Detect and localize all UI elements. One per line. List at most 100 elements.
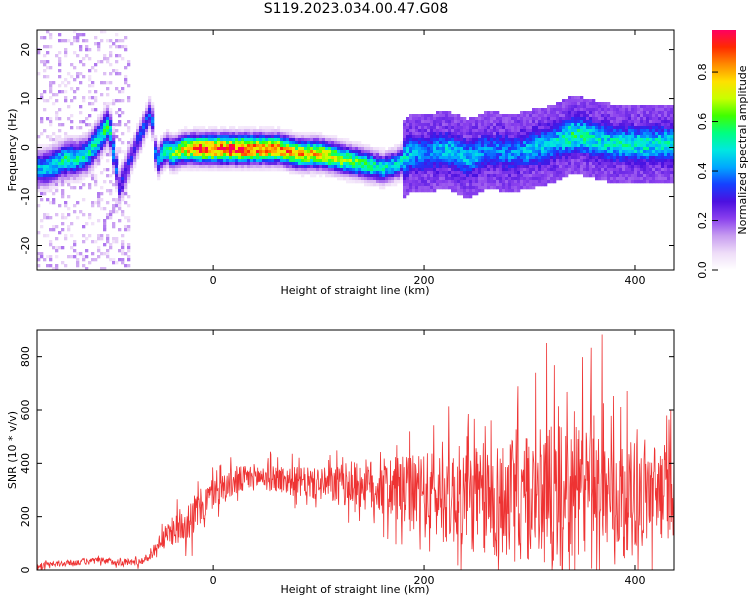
spectrogram-cell	[418, 120, 422, 124]
spectrogram-cell	[619, 174, 623, 178]
spectrogram-cell	[628, 117, 632, 121]
spectrogram-cell	[214, 141, 218, 145]
spectrogram-cell	[589, 150, 593, 154]
spectrogram-cell	[652, 111, 656, 115]
spectrogram-cell	[100, 186, 104, 190]
spectrogram-cell	[85, 249, 89, 253]
spectrogram-cell	[148, 114, 152, 118]
spectrogram-cell	[202, 156, 206, 160]
spectrogram-cell	[565, 102, 569, 106]
spectrogram-cell	[277, 129, 281, 133]
spectrogram-cell	[550, 105, 554, 109]
spectrogram-cell	[106, 237, 110, 241]
spectrogram-cell	[643, 168, 647, 172]
spectrogram-cell	[52, 162, 56, 166]
spectrogram-cell	[157, 150, 161, 154]
spectrogram-cell	[475, 174, 479, 178]
spectrogram-cell	[100, 252, 104, 256]
spectrogram-cell	[382, 177, 386, 181]
spectrogram-cell	[631, 177, 635, 181]
spectrogram-cell	[616, 111, 620, 115]
spectrogram-cell	[631, 141, 635, 145]
spectrogram-cell	[418, 159, 422, 163]
spectrogram-cell	[115, 180, 119, 184]
spectrogram-cell	[610, 129, 614, 133]
spectrogram-cell	[331, 156, 335, 160]
spectrogram-cell	[502, 174, 506, 178]
spectrogram-cell	[673, 135, 674, 139]
spectrogram-cell	[592, 135, 596, 139]
spectrogram-cell	[121, 87, 125, 91]
spectrogram-cell	[112, 222, 116, 226]
spectrogram-cell	[103, 30, 107, 34]
spectrogram-cell	[625, 108, 629, 112]
spectrogram-cell	[40, 150, 44, 154]
spectrogram-cell	[667, 129, 671, 133]
spectrogram-cell	[445, 174, 449, 178]
spectrogram-cell	[538, 126, 542, 130]
spectrogram-cell	[376, 174, 380, 178]
spectrogram-cell	[292, 153, 296, 157]
spectrogram-cell	[253, 132, 257, 136]
spectrogram-cell	[238, 144, 242, 148]
spectrogram-cell	[67, 72, 71, 76]
spectrogram-cell	[250, 126, 254, 130]
spectrogram-cell	[595, 156, 599, 160]
spectrogram-cell	[508, 129, 512, 133]
spectrogram-cell	[88, 156, 92, 160]
spectrogram-cell	[103, 207, 107, 211]
spectrogram-cell	[514, 132, 518, 136]
spectrogram-cell	[352, 159, 356, 163]
spectrogram-cell	[589, 135, 593, 139]
spectrogram-cell	[616, 156, 620, 160]
spectrogram-cell	[106, 252, 110, 256]
spectrogram-cell	[142, 123, 146, 127]
spectrogram-cell	[94, 258, 98, 262]
spectrogram-cell	[454, 189, 458, 193]
spectrogram-cell	[103, 252, 107, 256]
spectrogram-cell	[49, 147, 53, 151]
spectrogram-cell	[442, 177, 446, 181]
spectrogram-cell	[130, 168, 134, 172]
spectrogram-cell	[205, 168, 209, 172]
spectrogram-cell	[478, 162, 482, 166]
spectrogram-cell	[415, 183, 419, 187]
spectrogram-cell	[337, 138, 341, 142]
spectrogram-cell	[559, 147, 563, 151]
spectrogram-cell	[601, 102, 605, 106]
spectrogram-cell	[673, 132, 674, 136]
spectrogram-cell	[169, 141, 173, 145]
spectrogram-cell	[424, 123, 428, 127]
spectrogram-cell	[649, 165, 653, 169]
spectrogram-cell	[544, 117, 548, 121]
spectrogram-cell	[562, 165, 566, 169]
spectrogram-cell	[403, 168, 407, 172]
spectrogram-cell	[253, 129, 257, 133]
spectrogram-cell	[646, 174, 650, 178]
spectrogram-cell	[469, 150, 473, 154]
spectrogram-cell	[133, 144, 137, 148]
spectrogram-cell	[577, 126, 581, 130]
spectrogram-cell	[49, 240, 53, 244]
spectrogram-cell	[628, 177, 632, 181]
spectrogram-cell	[535, 111, 539, 115]
spectrogram-cell	[592, 108, 596, 112]
spectrogram-cell	[139, 138, 143, 142]
spectrogram-cell	[523, 156, 527, 160]
spectrogram-cell	[82, 141, 86, 145]
spectrogram-cell	[448, 180, 452, 184]
spectrogram-cell	[484, 156, 488, 160]
spectrogram-ytick-label: 10	[19, 92, 32, 106]
spectrogram-cell	[205, 141, 209, 145]
spectrogram-cell	[349, 165, 353, 169]
spectrogram-cell	[403, 174, 407, 178]
spectrogram-cell	[433, 150, 437, 154]
spectrogram-cell	[454, 147, 458, 151]
spectrogram-cell	[307, 138, 311, 142]
spectrogram-cell	[586, 156, 590, 160]
spectrogram-cell	[556, 123, 560, 127]
spectrogram-cell	[73, 96, 77, 100]
spectrogram-cell	[115, 177, 119, 181]
spectrogram-cell	[448, 156, 452, 160]
spectrogram-cell	[652, 159, 656, 163]
